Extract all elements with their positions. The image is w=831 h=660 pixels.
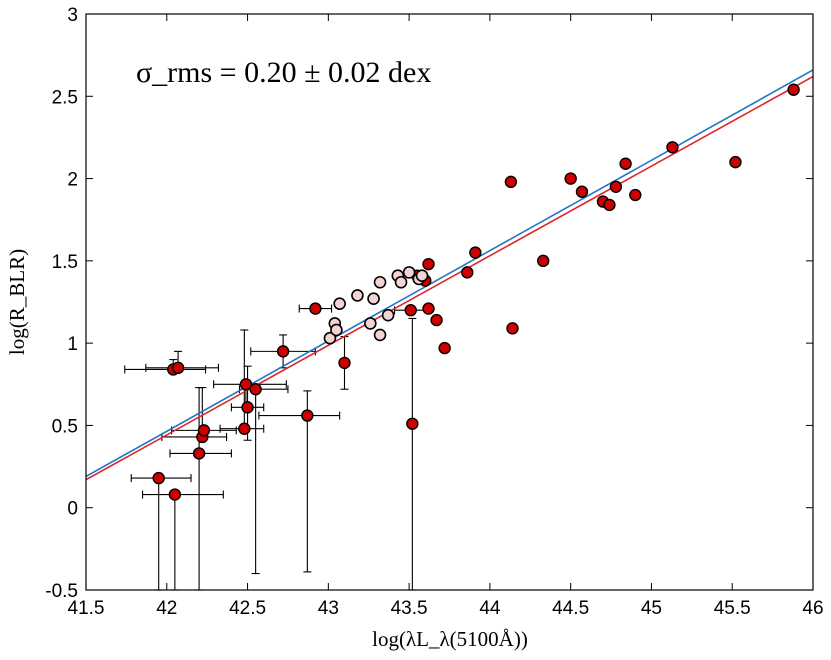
- filled-data-point: [241, 401, 254, 414]
- filled-data-point: [406, 417, 419, 430]
- x-tick-label: 41.5: [68, 598, 105, 619]
- open-data-point: [394, 275, 408, 289]
- open-data-point: [364, 317, 377, 330]
- y-tick-label: 1.5: [52, 252, 78, 273]
- filled-data-point: [301, 409, 314, 422]
- open-data-point: [373, 328, 387, 342]
- y-tick-label: 1: [67, 334, 78, 355]
- plot-frame: [85, 13, 814, 591]
- x-tick-label: 45: [641, 598, 662, 619]
- filled-data-point: [609, 180, 623, 194]
- x-tick-label: 44.5: [552, 598, 589, 619]
- y-tick-label: 0: [67, 499, 78, 520]
- filled-data-point: [422, 257, 435, 271]
- filled-data-point: [249, 383, 262, 396]
- y-tick-label: 3: [67, 5, 78, 26]
- y-tick-label: 0.5: [52, 416, 78, 437]
- filled-data-point: [603, 198, 616, 212]
- filled-data-point: [430, 313, 443, 327]
- data-points: [152, 83, 800, 501]
- fit-lines: [85, 69, 814, 481]
- open-data-point: [333, 297, 346, 310]
- filled-data-point: [197, 424, 211, 437]
- x-tick-label: 43.5: [391, 598, 428, 619]
- axis-ticks: 41.5 42 42.5 43 43.5 44 44.5 45 45.5 46 -0.5 0 0.5 1 1…: [45, 5, 823, 619]
- x-tick-label: 42.5: [229, 598, 266, 619]
- open-data-point: [351, 289, 364, 302]
- filled-data-point: [171, 361, 185, 375]
- fit-line: [85, 69, 814, 478]
- open-data-point: [373, 275, 387, 289]
- filled-data-point: [239, 378, 253, 391]
- filled-data-point: [422, 302, 435, 315]
- filled-data-point: [192, 447, 206, 460]
- filled-data-point: [152, 471, 165, 485]
- filled-data-point: [238, 422, 251, 435]
- x-tick-label: 44: [479, 598, 501, 619]
- filled-data-point: [438, 341, 451, 355]
- y-tick-label: 2.5: [52, 87, 78, 108]
- filled-data-point: [729, 155, 742, 169]
- filled-data-point: [619, 157, 632, 170]
- open-data-point: [323, 331, 337, 345]
- x-tick-label: 42: [156, 598, 177, 619]
- filled-data-point: [276, 345, 290, 358]
- x-tick-label: 43: [318, 598, 339, 619]
- filled-data-point: [504, 175, 518, 189]
- filled-data-point: [575, 185, 589, 198]
- open-data-point: [415, 269, 429, 282]
- y-tick-label: 2: [67, 170, 78, 191]
- open-data-point: [402, 266, 416, 279]
- x-tick-label: 45.5: [714, 598, 751, 619]
- open-data-point: [330, 323, 343, 337]
- filled-data-point: [461, 266, 474, 279]
- fit-line: [85, 75, 814, 481]
- filled-data-point: [629, 188, 642, 202]
- y-tick-label: -0.5: [45, 581, 78, 602]
- filled-data-point: [338, 356, 351, 370]
- filled-data-point: [168, 488, 182, 501]
- x-tick-label: 46: [802, 598, 823, 619]
- filled-data-point: [666, 141, 679, 154]
- x-axis-title: log(λL_λ(5100Å)): [372, 627, 528, 651]
- error-bars: [124, 304, 428, 591]
- filled-data-point: [787, 83, 800, 96]
- open-data-point: [367, 292, 380, 306]
- filled-data-point: [537, 254, 550, 268]
- filled-data-point: [309, 302, 322, 315]
- open-data-point: [381, 308, 395, 322]
- filled-data-point: [564, 172, 577, 185]
- filled-data-point: [404, 304, 417, 317]
- filled-data-point: [469, 246, 482, 259]
- filled-data-point: [506, 322, 519, 335]
- annotation-text: σ_rms = 0.20 ± 0.02 dex: [136, 56, 431, 89]
- y-axis-title: log(R_BLR): [5, 249, 29, 355]
